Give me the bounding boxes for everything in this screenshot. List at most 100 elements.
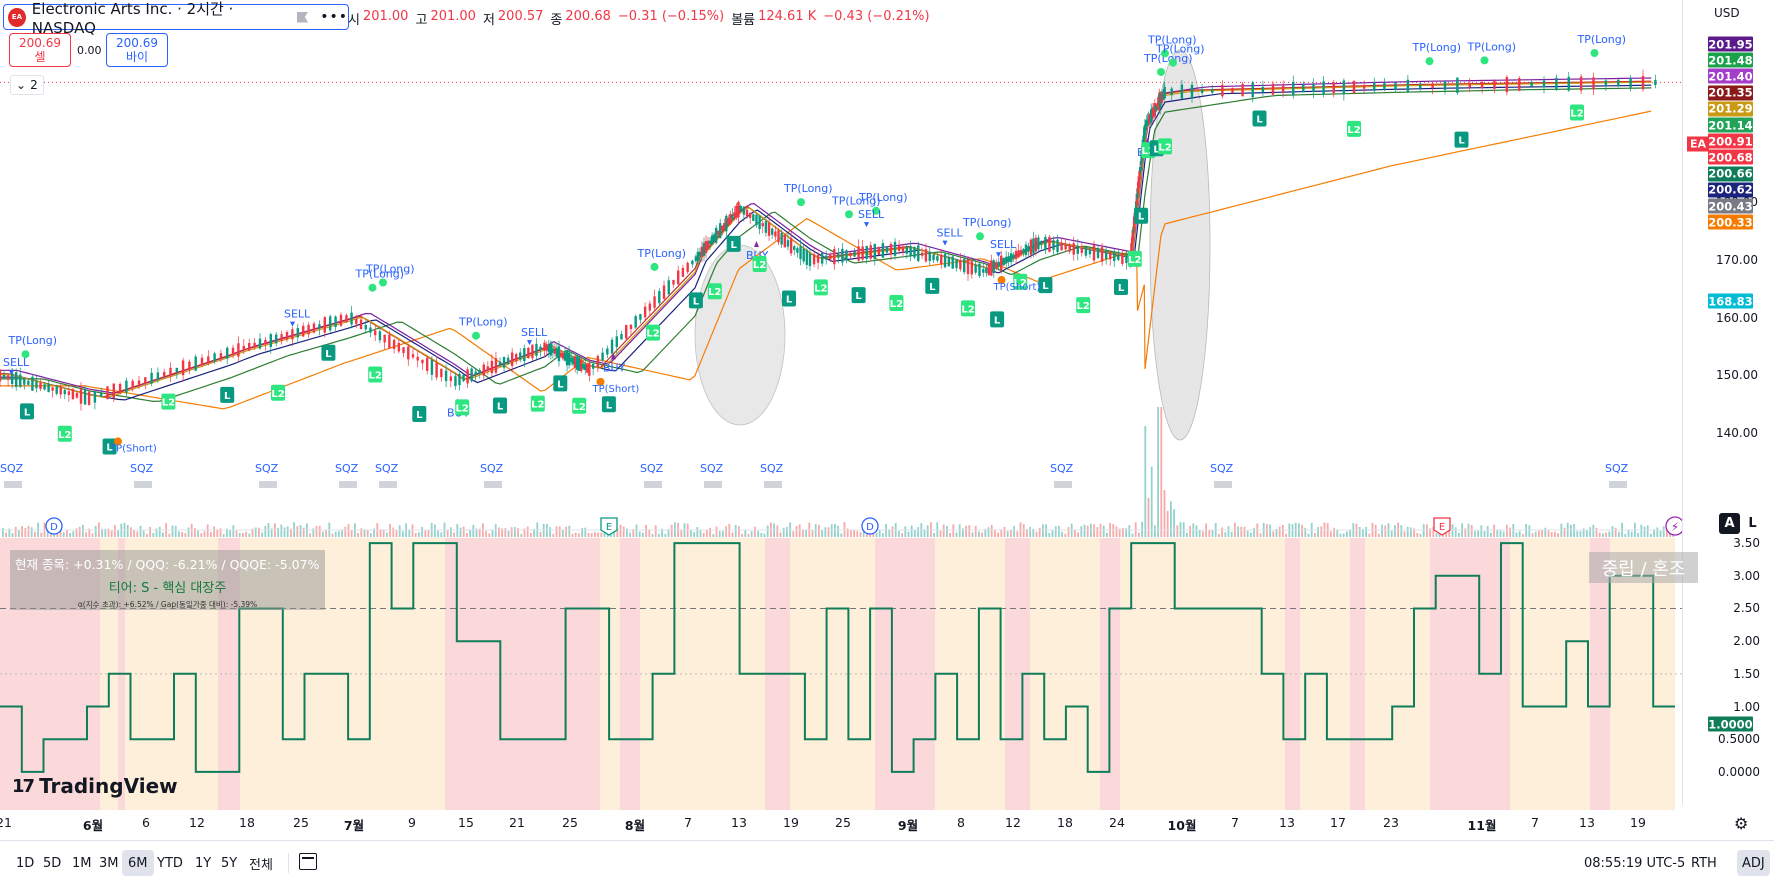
range-button-3M[interactable]: 3M	[99, 855, 119, 871]
time-axis[interactable]: 21 6월 6 12 18 25 7월 9 15 21 25 8월 7 13 19 25 9월 8 12 18 24 10…	[0, 811, 1682, 835]
currency-selector[interactable]: USD	[1714, 6, 1740, 20]
calendar-icon[interactable]	[299, 853, 317, 870]
auto-scale-button[interactable]: A	[1719, 513, 1740, 534]
log-scale-button[interactable]: L	[1742, 513, 1763, 534]
volume-bar	[1278, 526, 1281, 537]
range-button-1M[interactable]: 1M	[72, 855, 92, 871]
volume-bar	[648, 529, 651, 537]
chart-canvas[interactable]: TP(Long)TP(Long)TP(Long)TP(Long)TP(Long)…	[0, 0, 1682, 810]
long-signal-badge	[889, 295, 904, 312]
volume-bar	[626, 528, 628, 537]
candle-body	[531, 344, 534, 359]
volume-bar	[1112, 524, 1115, 537]
range-button-1Y[interactable]: 1Y	[195, 855, 212, 871]
candle-body	[596, 356, 600, 367]
price-tag: 201.14	[1708, 117, 1753, 133]
volume-bar	[1096, 527, 1099, 537]
volume-bar	[1528, 525, 1531, 537]
long-signal-text: L2	[573, 402, 586, 413]
candle-body	[1068, 244, 1071, 252]
adjust-button[interactable]: ADJ	[1737, 850, 1770, 876]
candle-body	[586, 363, 589, 373]
range-button-YTD[interactable]: YTD	[157, 855, 183, 871]
volume-bar	[1602, 533, 1604, 537]
indicator-count: 2	[30, 78, 38, 92]
signal-label: TP(Long)	[8, 334, 58, 347]
volume-bar	[491, 529, 494, 537]
candle-body	[974, 264, 977, 273]
candle-body	[733, 212, 736, 217]
range-button-전체[interactable]: 전체	[249, 857, 273, 873]
candle-body	[539, 346, 542, 350]
long-signal-badge	[220, 386, 235, 403]
flag-icon[interactable]	[296, 11, 309, 23]
gear-icon[interactable]: ⚙	[1734, 814, 1749, 833]
volume-bar	[1102, 525, 1105, 537]
signal-label: SELL	[937, 227, 964, 240]
volume-bar	[229, 529, 231, 537]
volume-bar	[1400, 525, 1403, 537]
candle-body	[551, 348, 555, 353]
candle-body	[87, 391, 91, 406]
range-button-5Y[interactable]: 5Y	[221, 855, 238, 871]
volume-bar	[1016, 531, 1019, 537]
sell-button[interactable]: 200.69 셀	[9, 33, 71, 67]
time-tick-label: 21	[509, 815, 525, 830]
candle-body	[901, 246, 905, 252]
lightning-icon	[1665, 516, 1682, 536]
indicator-collapse-button[interactable]: ⌄ 2	[10, 75, 44, 95]
volume-bar	[11, 533, 14, 537]
volume-bar	[110, 530, 113, 537]
volume-bar	[1365, 527, 1367, 537]
buy-button[interactable]: 200.69 바이	[106, 33, 168, 67]
volume-bar	[357, 532, 359, 537]
price-tag: 201.35	[1708, 85, 1753, 101]
range-button-6M[interactable]: 6M	[122, 850, 154, 876]
volume-bar	[603, 530, 606, 537]
ohlc-value-0: 201.00	[362, 9, 409, 24]
volume-bar	[878, 530, 881, 537]
volume-bar	[795, 525, 798, 537]
candle-body	[1088, 249, 1092, 255]
candle-body	[482, 364, 485, 376]
volume-bar	[1138, 532, 1140, 537]
price-tag: 200.43	[1708, 198, 1753, 214]
volume-bar	[1253, 528, 1255, 537]
range-button-5D[interactable]: 5D	[43, 855, 62, 871]
candle-body	[893, 241, 897, 256]
candle-body	[435, 362, 438, 378]
session-button[interactable]: RTH	[1691, 856, 1717, 871]
candle-body	[672, 280, 675, 285]
ohlc-value-2: 200.57	[497, 9, 544, 24]
more-options-icon[interactable]: •••	[320, 9, 348, 25]
candle-body	[837, 254, 840, 258]
candle-body	[1352, 81, 1356, 94]
candle-body	[789, 238, 793, 254]
candle-body	[194, 356, 197, 371]
moving-average-line	[0, 80, 1652, 398]
clock-readout[interactable]: 08:55:19 UTC-5	[1584, 856, 1686, 871]
candle-body	[681, 267, 685, 277]
candle-body	[1180, 84, 1184, 99]
volume-bar	[203, 531, 206, 537]
symbol-title[interactable]: Electronic Arts Inc. · 2시간 · NASDAQ	[31, 0, 234, 37]
tradingview-logo[interactable]: 17 TradingView	[12, 774, 178, 798]
volume-bar	[1163, 490, 1166, 537]
take-profit-dot	[1480, 56, 1489, 65]
volume-bar	[987, 527, 990, 537]
candle-body	[1271, 83, 1275, 95]
candle-body	[430, 359, 434, 375]
volume-bar	[350, 529, 353, 537]
range-button-1D[interactable]: 1D	[16, 855, 35, 871]
signal-label: TP(Long)	[962, 216, 1012, 229]
long-signal-badge	[1158, 138, 1172, 155]
volume-bar	[872, 533, 875, 537]
volume-bar	[498, 527, 500, 537]
volume-bar	[949, 532, 951, 537]
volume-bar	[680, 530, 683, 537]
volume-bar	[558, 526, 561, 537]
symbol-search-box[interactable]: EA Electronic Arts Inc. · 2시간 · NASDAQ •…	[3, 0, 349, 37]
volume-bar	[1035, 531, 1038, 537]
candle-body	[580, 359, 583, 372]
candle-body	[1322, 81, 1325, 95]
